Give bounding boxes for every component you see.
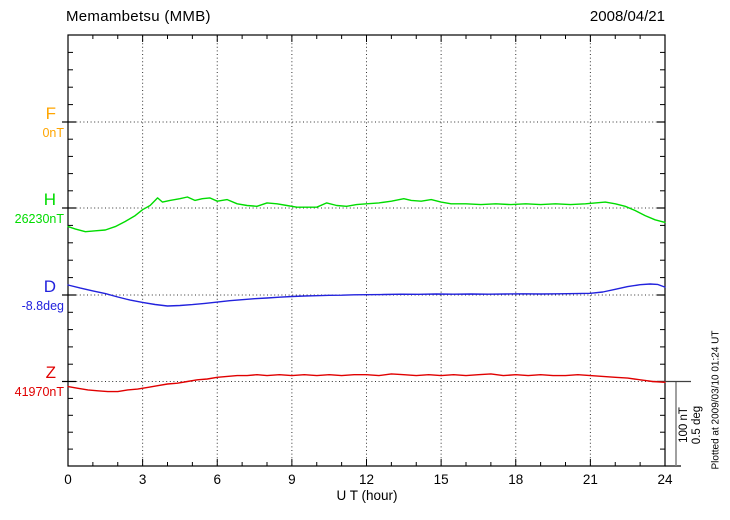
scale-bar-label-deg: 0.5 deg: [691, 405, 703, 445]
page-title: Memambetsu (MMB): [66, 8, 211, 25]
x-tick-label: 18: [508, 472, 524, 487]
x-tick-label: 24: [657, 472, 673, 487]
component-value-D: -8.8deg: [21, 299, 64, 313]
x-tick-label: 15: [433, 472, 449, 487]
plotted-at-note: Plotted at 2009/03/10 01:24 UT: [710, 330, 722, 470]
plot-frame: [67, 34, 666, 467]
component-label-F: F: [45, 104, 56, 123]
component-value-H: 26230nT: [14, 212, 64, 226]
component-value-F: 0nT: [42, 126, 64, 140]
trace-H: [67, 196, 666, 233]
x-tick-label: 12: [358, 472, 375, 487]
plot-date: 2008/04/21: [589, 8, 665, 25]
trace-D: [67, 283, 666, 307]
component-label-H: H: [43, 190, 56, 209]
x-tick-label: 21: [582, 472, 598, 487]
component-label-D: D: [43, 277, 56, 296]
x-tick-label: 9: [288, 472, 296, 487]
component-value-Z: 41970nT: [14, 385, 64, 399]
x-tick-label: 0: [64, 472, 72, 487]
x-tick-label: 6: [213, 472, 221, 487]
scale-bar-label: 100 nT 0.5 deg: [678, 385, 704, 465]
scale-bar-label-nt: 100 nT: [678, 407, 690, 443]
component-label-Z: Z: [45, 363, 56, 382]
x-tick-label: 3: [138, 472, 147, 487]
trace-Z: [67, 373, 666, 393]
x-axis-label: U T (hour): [336, 488, 398, 503]
